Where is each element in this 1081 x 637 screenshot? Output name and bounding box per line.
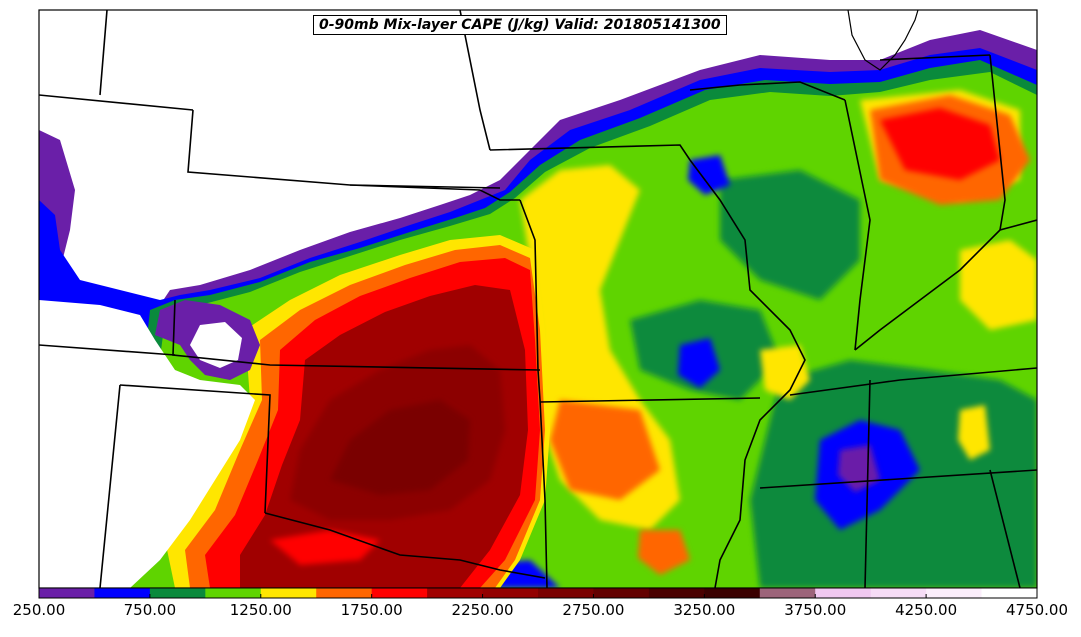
border-ky-tn [789, 367, 1037, 396]
colorbar-tick-label: 4750.00 [1005, 601, 1069, 619]
map-title: 0-90mb Mix-layer CAPE (J/kg) Valid: 2018… [313, 15, 727, 35]
cape-patch-darkgreen-north [720, 170, 860, 300]
border-wi-mn [459, 10, 491, 151]
colorbar-bin-10 [593, 588, 650, 598]
cape-patch-orange-southsmall [638, 530, 690, 575]
colorbar-tick-label: 750.00 [123, 601, 177, 619]
colorbar-bin-1 [94, 588, 151, 598]
border-wi-il [689, 81, 846, 101]
border-ms-al [864, 379, 871, 588]
border-ks-mo [519, 199, 539, 371]
border-ohio-river [854, 219, 1037, 351]
colorbar-bin-3 [205, 588, 262, 598]
colorbar-bin-14 [815, 588, 872, 598]
border-mo-ar [539, 397, 761, 403]
cape-none-northwest [39, 10, 480, 275]
colorbar-bin-5 [316, 588, 373, 598]
cape-patch-yellow-east [960, 240, 1037, 330]
colorbar-bin-17 [981, 588, 1038, 598]
cape-contour-deepred-core2 [330, 400, 470, 495]
colorbar-bin-8 [482, 588, 539, 598]
border-ok-east [537, 369, 548, 588]
colorbar-bin-2 [149, 588, 206, 598]
border-il-in [844, 99, 871, 351]
cape-patch-yellow-southeast [958, 405, 990, 460]
colorbar-bin-15 [870, 588, 927, 598]
cape-patch-orange-south [550, 400, 660, 500]
colorbar-bin-12 [704, 588, 761, 598]
cape-contour-red-ne [880, 108, 1000, 180]
colorbar-bin-9 [538, 588, 594, 598]
colorbar-tick-label: 2250.00 [451, 601, 514, 619]
border-mt-nd-vertical [99, 10, 108, 96]
colorbar-tick-label: 3250.00 [673, 601, 736, 619]
border-sd-ne [349, 184, 520, 201]
cape-hook-inner [190, 322, 242, 368]
colorbar-bin-13 [759, 588, 816, 598]
border-mississippi-river [689, 159, 806, 588]
colorbar-bin-16 [926, 588, 983, 598]
colorbar-tick-label: 4250.00 [895, 601, 958, 619]
colorbar-tick-label: 1750.00 [340, 601, 403, 619]
colorbar-tick-label: 3750.00 [784, 601, 847, 619]
border-wy-co-line [187, 109, 501, 189]
border-al-ga [989, 469, 1021, 588]
colorbar [38, 587, 1038, 599]
border-nd-sd-line [39, 94, 194, 111]
border-co-west [39, 344, 176, 356]
border-in-oh [989, 54, 1006, 231]
border-mi-in [879, 54, 991, 61]
border-nm-west [99, 384, 121, 588]
colorbar-frame [38, 587, 1038, 599]
colorbar-tick-label: 1250.00 [229, 601, 292, 619]
colorbar-bin-4 [260, 588, 317, 598]
colorbar-bin-6 [371, 588, 428, 598]
border-ok-tx [264, 512, 546, 579]
lake-michigan-shoreline [847, 10, 919, 71]
cape-none-west [39, 300, 255, 588]
border-ne-ks-line [172, 299, 541, 371]
colorbar-bin-11 [648, 588, 705, 598]
cape-field [39, 10, 1037, 588]
colorbar-bin-0 [39, 588, 95, 598]
state-borders [39, 10, 1037, 588]
border-nm-ok [119, 384, 271, 514]
colorbar-tick-label: 2750.00 [562, 601, 625, 619]
cape-patch-yellow-arkansas [760, 345, 810, 400]
cape-patch-blue-mid [678, 338, 720, 388]
cape-patch-blue-north [688, 155, 730, 195]
colorbar-tick-label: 250.00 [12, 601, 66, 619]
colorbar-bin-7 [427, 588, 484, 598]
border-ia-mo [489, 144, 691, 161]
cape-none-northeast [480, 10, 1037, 150]
